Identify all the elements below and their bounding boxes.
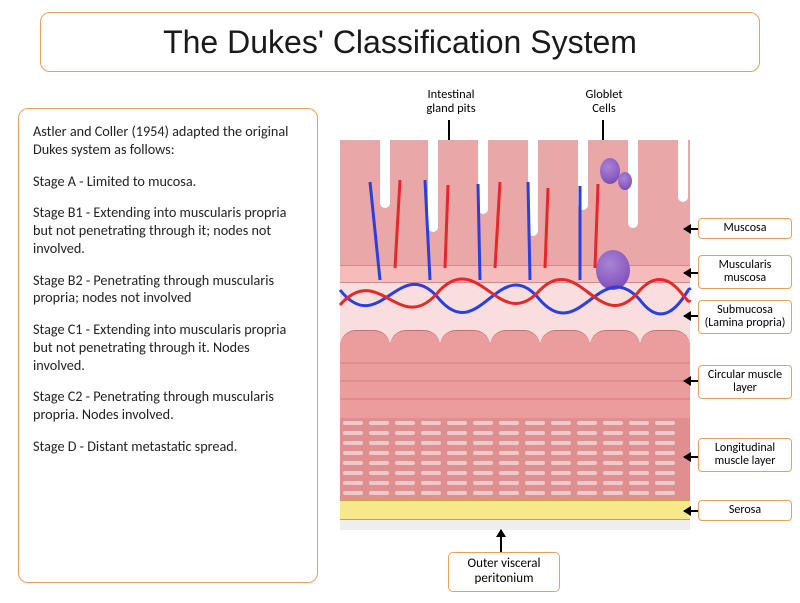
layer-label: Longitudinal muscle layer — [698, 438, 792, 472]
layer-label: Muscosa — [698, 218, 792, 239]
layer-labels: Muscosa Muscularis muscosa Submucosa (Lami… — [698, 140, 792, 530]
stage-c1: Stage C1 - Extending into muscularis pro… — [33, 321, 303, 374]
label-goblet-cells: GlobletCells — [574, 88, 634, 116]
stage-b1: Stage B1 - Extending into muscularis pro… — [33, 204, 303, 257]
vessels — [340, 140, 690, 350]
layer-label: Muscularis muscosa — [698, 255, 792, 289]
layer-label: Serosa — [698, 500, 792, 521]
layer-arrow — [684, 456, 698, 458]
circ-line — [340, 380, 690, 382]
label-peritoneum: Outer visceral peritonium — [448, 552, 560, 592]
stage-c2: Stage C2 - Penetrating through musculari… — [33, 388, 303, 424]
circ-line — [340, 398, 690, 400]
intro-text: Astler and Coller (1954) adapted the ori… — [33, 123, 303, 159]
arrow-peritoneum — [500, 530, 502, 552]
longitudinal-fibers — [340, 418, 690, 500]
layer-arrow — [684, 315, 698, 317]
layer-label: Circular muscle layer — [698, 365, 792, 399]
circ-line — [340, 362, 690, 364]
layer-label: Submucosa (Lamina propria) — [698, 300, 792, 334]
stage-b2: Stage B2 - Penetrating through musculari… — [33, 272, 303, 308]
layer-arrow — [684, 380, 698, 382]
stage-d: Stage D - Distant metastatic spread. — [33, 438, 303, 456]
layer-arrow — [684, 228, 698, 230]
classification-text: Astler and Coller (1954) adapted the ori… — [18, 108, 318, 583]
layer-peritoneum — [340, 520, 690, 530]
stage-a: Stage A - Limited to mucosa. — [33, 173, 303, 191]
label-gland-pits: Intestinalgland pits — [406, 88, 496, 116]
cross-section — [340, 140, 690, 530]
layer-arrow — [684, 510, 698, 512]
layer-arrow — [684, 272, 698, 274]
layer-serosa — [340, 500, 690, 520]
page-title: The Dukes' Classification System — [40, 12, 760, 72]
tissue-diagram: Intestinalgland pits GlobletCells — [330, 88, 792, 598]
